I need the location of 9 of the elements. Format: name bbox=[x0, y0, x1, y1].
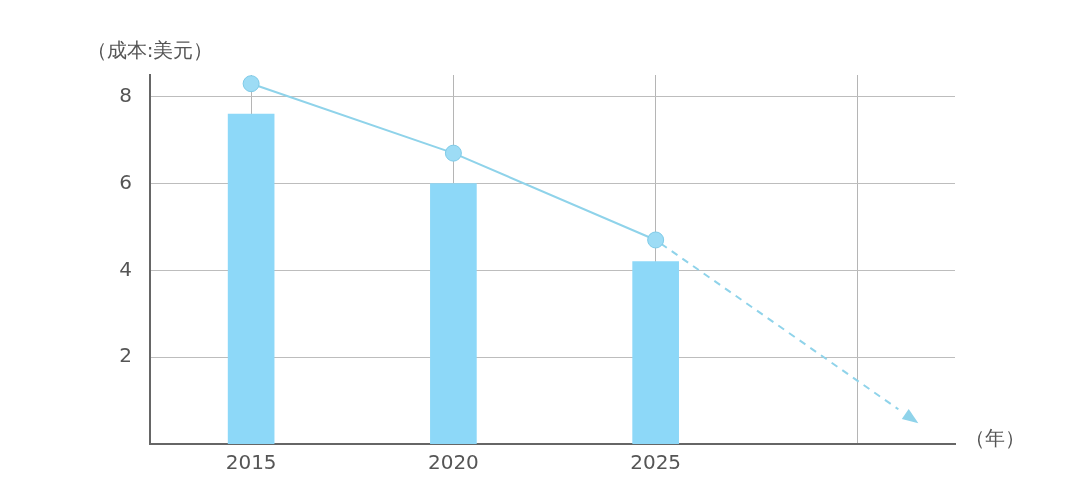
x-tick-label: 2015 bbox=[225, 450, 277, 475]
y-tick-label: 6 bbox=[119, 169, 132, 194]
y-axis-title: （成本:美元） bbox=[86, 38, 214, 63]
y-tick-label: 4 bbox=[119, 256, 132, 281]
text: （年） bbox=[965, 426, 1025, 451]
y-tick-label: 8 bbox=[119, 82, 132, 107]
x-tick-label: 2025 bbox=[630, 450, 682, 475]
x-tick-label: 2020 bbox=[427, 450, 479, 475]
y-tick-label: 2 bbox=[119, 343, 132, 368]
